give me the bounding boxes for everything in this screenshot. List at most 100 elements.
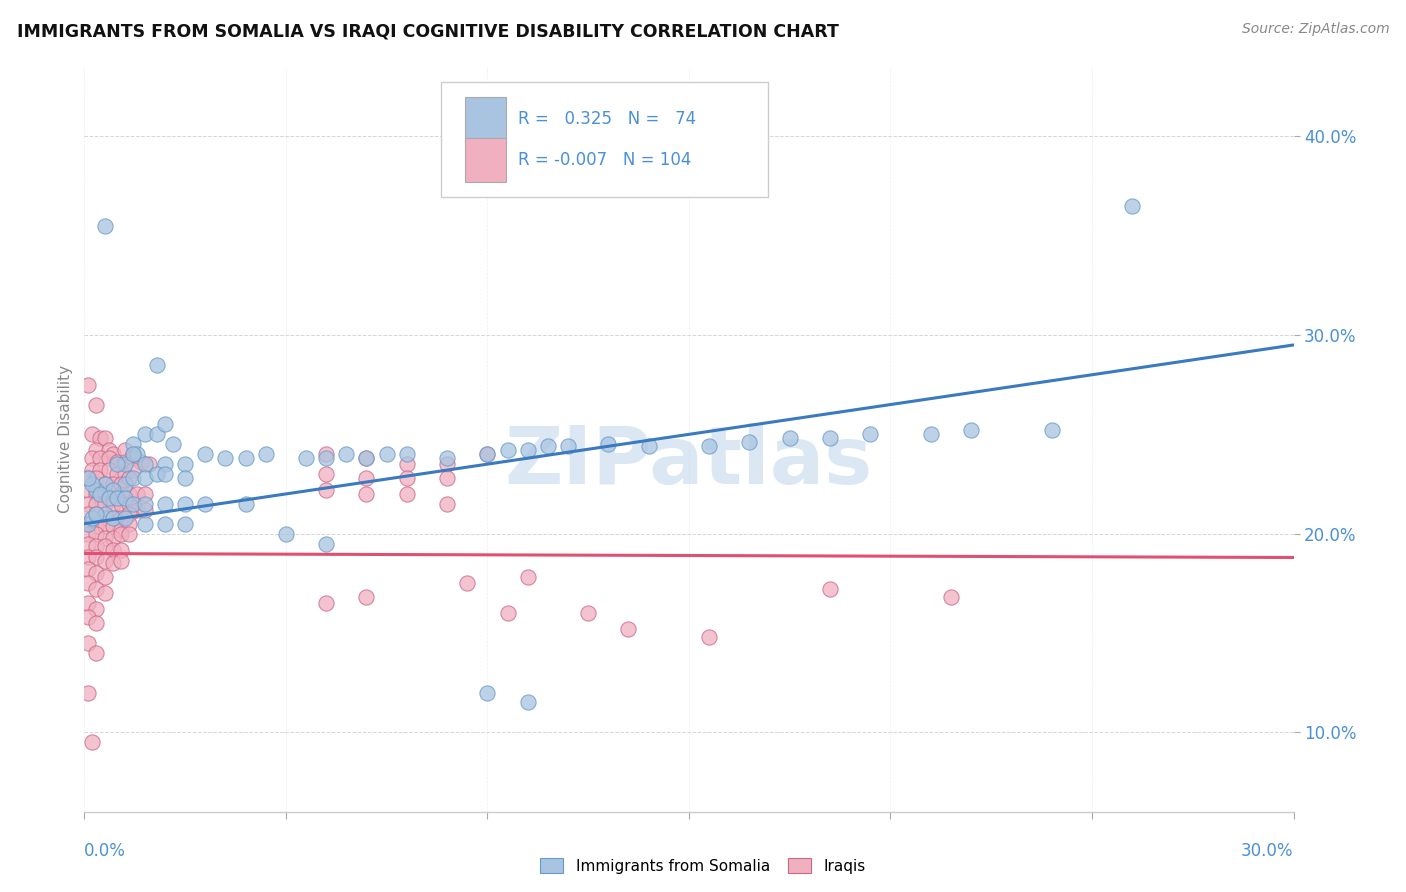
- Point: [557, 439, 579, 453]
- Point: [93, 554, 115, 568]
- Point: [101, 518, 124, 533]
- Point: [110, 542, 132, 557]
- Point: [315, 596, 337, 610]
- Point: [516, 696, 538, 710]
- Y-axis label: Cognitive Disability: Cognitive Disability: [58, 365, 73, 514]
- Point: [697, 630, 720, 644]
- Point: [86, 539, 108, 553]
- Text: Source: ZipAtlas.com: Source: ZipAtlas.com: [1241, 22, 1389, 37]
- Point: [456, 576, 478, 591]
- Point: [118, 471, 141, 485]
- Point: [436, 457, 458, 471]
- Point: [101, 447, 124, 461]
- Point: [939, 591, 962, 605]
- Point: [101, 531, 124, 545]
- Point: [1040, 423, 1063, 437]
- Point: [77, 377, 100, 392]
- Point: [82, 427, 104, 442]
- FancyBboxPatch shape: [441, 82, 768, 197]
- Point: [93, 510, 115, 524]
- Point: [818, 582, 841, 597]
- Point: [134, 487, 156, 501]
- Point: [93, 518, 115, 533]
- Point: [1121, 199, 1143, 213]
- Point: [162, 437, 184, 451]
- Point: [121, 447, 143, 461]
- Point: [93, 477, 115, 491]
- Point: [101, 477, 124, 491]
- Point: [153, 417, 176, 432]
- Point: [77, 497, 100, 511]
- Point: [97, 463, 120, 477]
- Point: [77, 685, 100, 699]
- Point: [114, 491, 136, 505]
- Point: [86, 602, 108, 616]
- Point: [134, 471, 156, 485]
- Point: [93, 487, 115, 501]
- Point: [395, 487, 418, 501]
- FancyBboxPatch shape: [465, 96, 506, 141]
- Point: [86, 550, 108, 565]
- Point: [93, 477, 115, 491]
- Point: [82, 451, 104, 466]
- Point: [77, 550, 100, 565]
- Point: [86, 646, 108, 660]
- Point: [114, 455, 136, 469]
- Point: [134, 427, 156, 442]
- Point: [86, 615, 108, 630]
- Point: [174, 457, 197, 471]
- Point: [315, 536, 337, 550]
- Point: [174, 516, 197, 531]
- Point: [920, 427, 942, 442]
- Point: [118, 497, 141, 511]
- Point: [86, 526, 108, 541]
- Point: [254, 447, 277, 461]
- Point: [121, 447, 143, 461]
- Point: [395, 471, 418, 485]
- Point: [93, 431, 115, 445]
- Point: [235, 497, 257, 511]
- Point: [101, 483, 124, 497]
- Point: [86, 483, 108, 497]
- Point: [174, 497, 197, 511]
- Point: [114, 510, 136, 524]
- Point: [86, 487, 108, 501]
- Point: [153, 457, 176, 471]
- Point: [235, 451, 257, 466]
- Point: [105, 491, 128, 505]
- Point: [77, 636, 100, 650]
- Point: [436, 471, 458, 485]
- Point: [697, 439, 720, 453]
- Point: [82, 463, 104, 477]
- Point: [356, 451, 378, 466]
- Point: [86, 443, 108, 458]
- Point: [101, 497, 124, 511]
- Text: 0.0%: 0.0%: [84, 841, 127, 860]
- Point: [77, 596, 100, 610]
- Point: [89, 487, 111, 501]
- Point: [516, 443, 538, 458]
- Point: [77, 526, 100, 541]
- Point: [89, 431, 111, 445]
- Point: [738, 435, 761, 450]
- Point: [637, 439, 659, 453]
- Point: [110, 526, 132, 541]
- Point: [110, 477, 132, 491]
- Point: [93, 539, 115, 553]
- Point: [97, 451, 120, 466]
- Point: [118, 516, 141, 531]
- Point: [105, 455, 128, 469]
- Point: [356, 487, 378, 501]
- Point: [93, 219, 115, 233]
- Point: [121, 497, 143, 511]
- Point: [477, 447, 499, 461]
- Point: [93, 497, 115, 511]
- Point: [93, 586, 115, 600]
- Point: [274, 526, 297, 541]
- Text: R = -0.007   N = 104: R = -0.007 N = 104: [519, 152, 692, 169]
- Point: [77, 516, 100, 531]
- Point: [315, 447, 337, 461]
- Point: [77, 536, 100, 550]
- Point: [77, 483, 100, 497]
- FancyBboxPatch shape: [465, 138, 506, 182]
